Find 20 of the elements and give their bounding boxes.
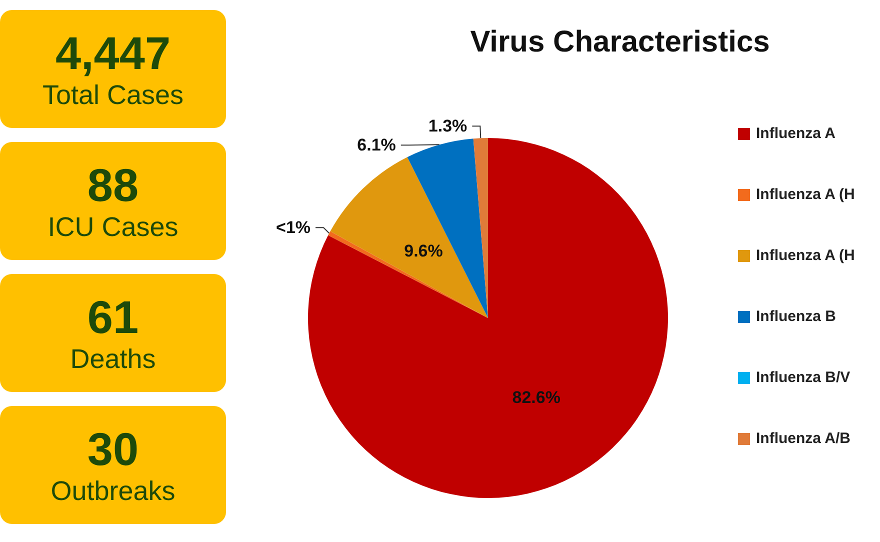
text: 61: [87, 291, 139, 343]
category-label: Total Cases: [42, 79, 184, 111]
legend-label: Influenza A (H: [756, 247, 855, 264]
chart-title: Virus Characteristics: [470, 26, 770, 58]
data-label: <1%: [276, 218, 311, 238]
category-label: Outbreaks: [50, 475, 176, 507]
legend-label: Influenza A: [756, 125, 836, 142]
data-label: 9.6%: [404, 242, 443, 261]
legend-label: Influenza B: [756, 308, 836, 325]
data-label: 6.1%: [357, 136, 396, 155]
category-label: ICU Cases: [48, 211, 178, 243]
legend-label: Influenza A (H: [756, 186, 855, 203]
data-label: 1.3%: [428, 116, 468, 136]
data-label: 82.6%: [512, 388, 560, 407]
legend-label: Influenza B/V: [756, 369, 850, 386]
text: 88: [87, 159, 139, 211]
category-label: Deaths: [70, 343, 156, 375]
legend-label: Influenza A/B: [756, 430, 850, 447]
text: 4,447: [55, 27, 171, 79]
text: 30: [87, 423, 139, 475]
